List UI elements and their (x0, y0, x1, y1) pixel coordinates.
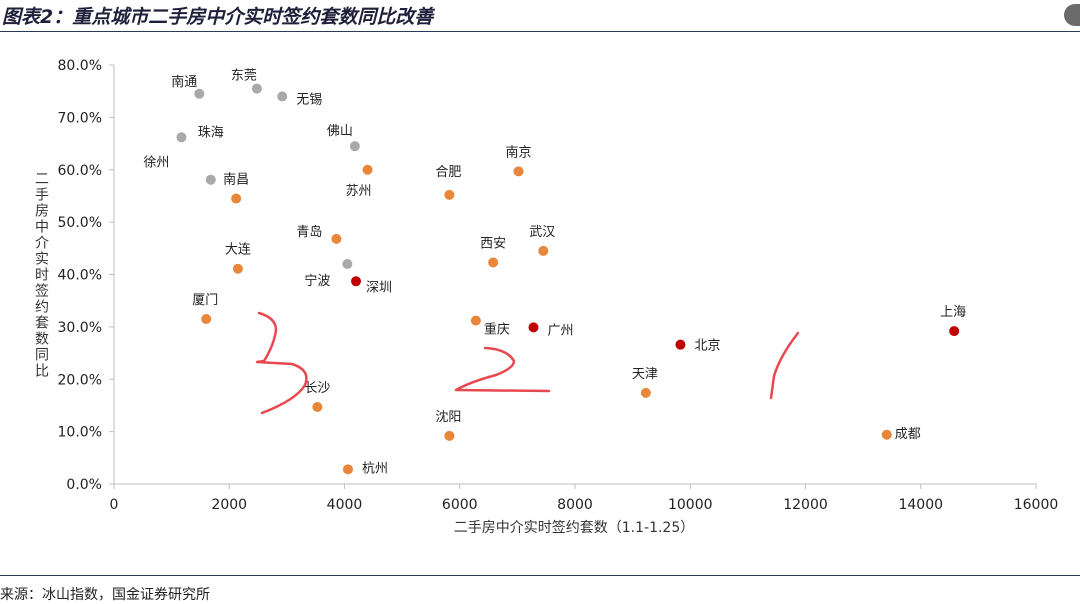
y-axis: 0.0% 10.0% 20.0% 30.0% 40.0% 50.0% 60.0% 70.0% 8… (58, 58, 115, 493)
x-tick-label: 16000 (1014, 497, 1059, 513)
point-label: 东莞 (231, 69, 257, 84)
data-point (201, 314, 212, 325)
point-label: 南京 (506, 144, 532, 160)
data-point (176, 132, 187, 143)
y-axis-title-text: 二手房中介实时签约套数同比 (35, 172, 49, 380)
point-label: 长沙 (304, 381, 330, 396)
y-tick-label: 0.0% (66, 477, 102, 493)
data-point (444, 430, 455, 441)
data-point (349, 141, 360, 152)
point-label: 沈阳 (435, 410, 461, 425)
data-point (881, 429, 892, 440)
point-label: 大连 (225, 242, 251, 258)
point-label: 佛山 (327, 124, 353, 139)
point-label: 杭州 (362, 461, 388, 476)
point-label: 青岛 (296, 224, 322, 240)
figure-title: 图表2：重点城市二手房中介实时签约套数同比改善 (2, 6, 434, 28)
data-point (538, 245, 549, 256)
y-tick-label: 70.0% (58, 110, 102, 126)
x-axis-title: 二手房中介实时签约套数（1.1-1.25） (454, 519, 695, 536)
point-label: 武汉 (529, 225, 555, 240)
x-tick-label: 12000 (783, 497, 828, 513)
title-divider (0, 31, 1080, 32)
point-label: 广州 (548, 323, 574, 338)
point-label: 徐州 (143, 155, 169, 170)
data-point (277, 91, 288, 102)
point-label: 西安 (480, 236, 506, 251)
data-point (194, 88, 205, 99)
point-label: 南昌 (223, 172, 249, 188)
y-tick-label: 20.0% (58, 372, 102, 388)
data-point (351, 276, 362, 287)
source-note: 来源：冰山指数，国金证券研究所 (0, 587, 210, 603)
annotation-2 (454, 346, 551, 393)
scatter-chart: 0.0% 10.0% 20.0% 30.0% 40.0% 50.0% 60.0% 70.0% 8… (35, 58, 1059, 536)
data-point (444, 189, 455, 200)
data-point (528, 322, 539, 333)
point-label: 重庆 (484, 322, 510, 338)
x-tick-label: 2000 (211, 497, 247, 513)
point-label: 苏州 (346, 183, 372, 199)
point-label: 成都 (895, 427, 921, 442)
point-label: 南通 (171, 74, 197, 90)
data-point (205, 174, 216, 185)
data-point (342, 259, 353, 270)
point-label: 上海 (940, 305, 966, 320)
y-tick-label: 10.0% (58, 425, 102, 441)
x-tick-label: 14000 (898, 497, 943, 513)
data-point (488, 257, 499, 268)
x-tick-label: 8000 (557, 497, 593, 513)
data-point (342, 464, 353, 475)
corner-badge-icon (1064, 4, 1080, 26)
data-point (949, 326, 960, 337)
data-point (232, 263, 243, 274)
data-point (513, 166, 524, 177)
data-point (331, 233, 342, 244)
annotation-3 (255, 311, 308, 415)
data-point (362, 164, 373, 175)
data-point (675, 339, 686, 350)
data-point (470, 315, 481, 326)
handwritten-annotations (255, 311, 800, 415)
point-label: 厦门 (192, 293, 218, 308)
y-tick-label: 50.0% (58, 215, 102, 231)
footer-divider (0, 575, 1080, 576)
data-point (231, 193, 242, 204)
point-label: 合肥 (435, 165, 461, 180)
x-tick-label: 10000 (668, 497, 713, 513)
annotation-1 (769, 331, 800, 400)
y-tick-label: 80.0% (58, 58, 102, 74)
point-label: 无锡 (296, 92, 322, 107)
y-tick-label: 40.0% (58, 268, 102, 284)
x-axis: 0 2000 4000 6000 8000 10000 12000 14000 16000 (110, 483, 1059, 513)
point-label: 深圳 (366, 280, 392, 295)
data-point (312, 402, 323, 413)
point-label: 北京 (694, 339, 720, 354)
point-label: 珠海 (198, 126, 224, 141)
x-tick-label: 4000 (327, 497, 363, 513)
x-tick-label: 0 (110, 497, 119, 513)
point-label: 宁波 (304, 273, 330, 289)
point-label: 天津 (632, 367, 658, 382)
data-point (251, 83, 262, 94)
y-tick-label: 60.0% (58, 163, 102, 179)
y-axis-title: 二手房中介实时签约套数同比 (35, 172, 49, 380)
y-tick-label: 30.0% (58, 320, 102, 336)
x-tick-label: 6000 (442, 497, 478, 513)
data-point (640, 387, 651, 398)
